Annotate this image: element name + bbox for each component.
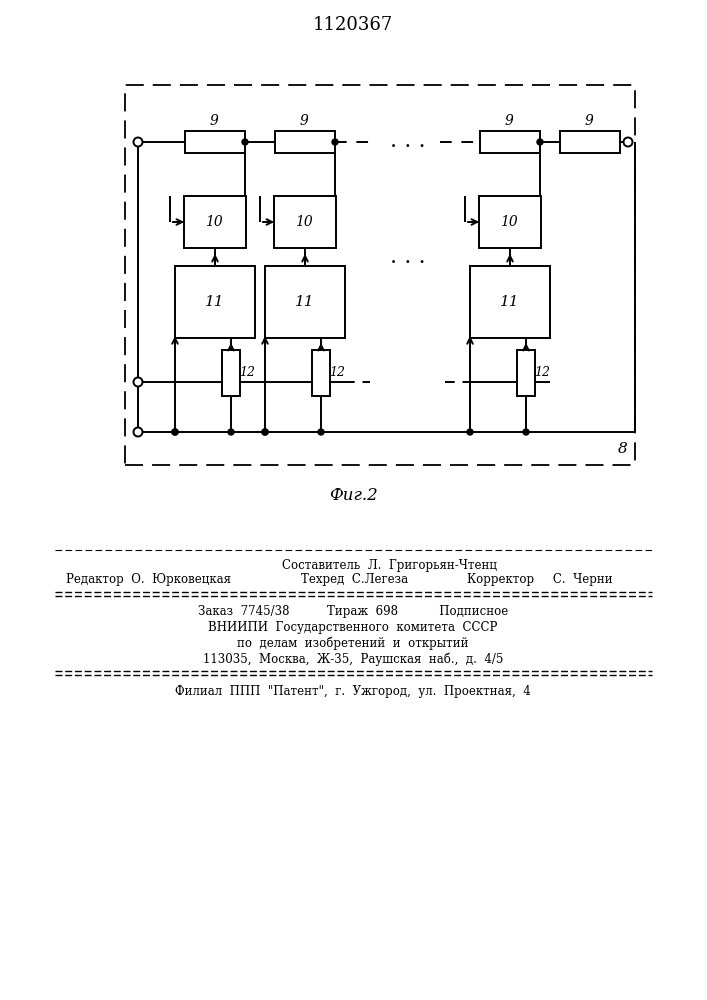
Text: Филиал  ППП  "Патент",  г.  Ужгород,  ул.  Проектная,  4: Филиал ППП "Патент", г. Ужгород, ул. Про… (175, 684, 531, 698)
Text: Фuг.2: Фuг.2 (329, 487, 378, 504)
Text: Техред  С.Легеза: Техред С.Легеза (301, 574, 409, 586)
Bar (560, 131, 620, 153)
Text: Составитель  Л.  Григорьян-Чтенц: Составитель Л. Григорьян-Чтенц (283, 558, 498, 572)
Bar (312, 350, 330, 396)
Text: 8: 8 (618, 442, 628, 456)
Circle shape (242, 139, 248, 145)
Text: Корректор     С.  Черни: Корректор С. Черни (467, 574, 613, 586)
Bar (275, 131, 335, 153)
Text: 10: 10 (205, 215, 223, 229)
Circle shape (262, 429, 268, 435)
Text: 10: 10 (500, 215, 518, 229)
Bar (265, 266, 345, 338)
Text: 9: 9 (585, 114, 593, 128)
Text: . . .: . . . (390, 130, 426, 152)
Circle shape (172, 429, 178, 435)
Text: Редактор  О.  Юрковецкая: Редактор О. Юрковецкая (66, 574, 230, 586)
Text: 9: 9 (209, 114, 218, 128)
Text: 12: 12 (329, 366, 345, 379)
Text: по  делам  изобретений  и  открытий: по делам изобретений и открытий (238, 636, 469, 650)
Bar (125, 85, 635, 465)
Text: 9: 9 (505, 114, 513, 128)
Bar (479, 196, 541, 248)
Bar (222, 350, 240, 396)
Text: 10: 10 (295, 215, 313, 229)
Bar (517, 350, 535, 396)
Text: ВНИИПИ  Государственного  комитета  СССР: ВНИИПИ Государственного комитета СССР (209, 620, 498, 634)
Text: 12: 12 (534, 366, 550, 379)
Circle shape (262, 429, 268, 435)
Circle shape (172, 429, 178, 435)
Text: 113035,  Москва,  Ж-35,  Раушская  наб.,  д.  4/5: 113035, Москва, Ж-35, Раушская наб., д. … (203, 652, 503, 666)
Bar (185, 131, 245, 153)
Bar (175, 266, 255, 338)
Text: 11: 11 (296, 295, 315, 309)
Text: 11: 11 (501, 295, 520, 309)
Text: Заказ  7745/38          Тираж  698           Подписное: Заказ 7745/38 Тираж 698 Подписное (198, 604, 508, 617)
Circle shape (332, 139, 338, 145)
Text: 9: 9 (300, 114, 308, 128)
Bar (274, 196, 336, 248)
Text: . . .: . . . (390, 246, 426, 268)
Circle shape (318, 429, 324, 435)
Circle shape (523, 429, 529, 435)
Bar (480, 131, 540, 153)
Text: 12: 12 (239, 366, 255, 379)
Text: 11: 11 (205, 295, 225, 309)
Text: 1120367: 1120367 (313, 16, 393, 34)
Bar (470, 266, 550, 338)
Bar (184, 196, 246, 248)
Circle shape (537, 139, 543, 145)
Circle shape (228, 429, 234, 435)
Circle shape (467, 429, 473, 435)
